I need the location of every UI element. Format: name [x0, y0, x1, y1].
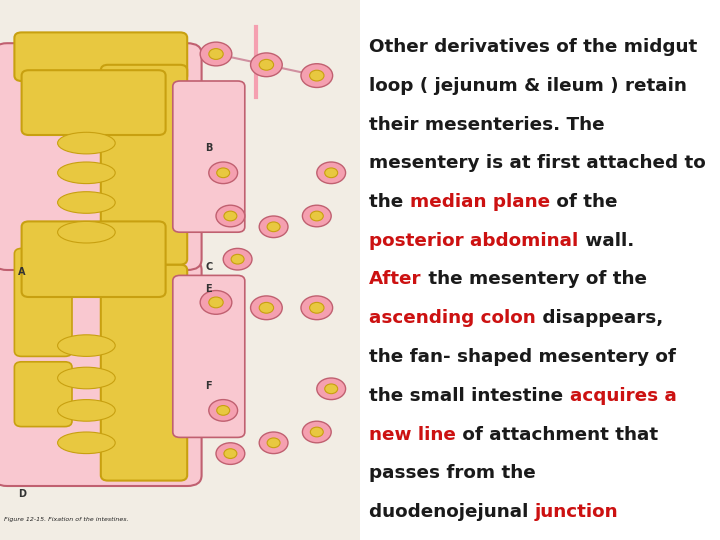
Circle shape: [217, 406, 230, 415]
Text: C: C: [205, 262, 212, 272]
Text: the fan- shaped mesentery of: the fan- shaped mesentery of: [369, 348, 676, 366]
Circle shape: [209, 49, 223, 59]
Text: D: D: [18, 489, 26, 499]
Ellipse shape: [58, 132, 115, 154]
Text: new line: new line: [369, 426, 456, 443]
Text: of attachment that: of attachment that: [456, 426, 658, 443]
Circle shape: [325, 168, 338, 178]
FancyBboxPatch shape: [101, 265, 187, 481]
Ellipse shape: [58, 221, 115, 243]
FancyBboxPatch shape: [14, 32, 187, 81]
Circle shape: [267, 438, 280, 448]
Circle shape: [310, 70, 324, 81]
Circle shape: [223, 248, 252, 270]
FancyBboxPatch shape: [22, 221, 166, 297]
Bar: [360, 0, 720, 540]
Text: disappears,: disappears,: [536, 309, 663, 327]
Circle shape: [217, 168, 230, 178]
Text: A: A: [18, 267, 25, 278]
Circle shape: [302, 421, 331, 443]
Text: B: B: [205, 143, 212, 153]
Ellipse shape: [58, 367, 115, 389]
Text: ascending colon: ascending colon: [369, 309, 536, 327]
Circle shape: [325, 384, 338, 394]
Circle shape: [310, 427, 323, 437]
Text: E: E: [205, 284, 212, 294]
FancyBboxPatch shape: [22, 70, 166, 135]
Circle shape: [200, 291, 232, 314]
Circle shape: [200, 42, 232, 66]
Text: their mesenteries. The: their mesenteries. The: [369, 116, 605, 133]
FancyBboxPatch shape: [0, 43, 202, 270]
Circle shape: [224, 211, 237, 221]
Circle shape: [209, 162, 238, 184]
Circle shape: [259, 59, 274, 70]
Circle shape: [302, 205, 331, 227]
Circle shape: [209, 297, 223, 308]
Circle shape: [251, 53, 282, 77]
Ellipse shape: [58, 162, 115, 184]
Circle shape: [231, 254, 244, 264]
Circle shape: [259, 432, 288, 454]
Text: passes from the: passes from the: [369, 464, 536, 482]
Ellipse shape: [58, 432, 115, 454]
Text: the small intestine: the small intestine: [369, 387, 570, 404]
FancyBboxPatch shape: [0, 259, 202, 486]
Text: F: F: [205, 381, 212, 391]
Ellipse shape: [58, 192, 115, 213]
Text: posterior abdominal: posterior abdominal: [369, 232, 579, 250]
Circle shape: [310, 302, 324, 313]
Text: loop ( jejunum & ileum ) retain: loop ( jejunum & ileum ) retain: [369, 77, 687, 94]
FancyBboxPatch shape: [173, 275, 245, 437]
Circle shape: [301, 64, 333, 87]
Text: duodenojejunal: duodenojejunal: [369, 503, 535, 521]
Ellipse shape: [58, 335, 115, 356]
Circle shape: [259, 216, 288, 238]
Text: acquires a: acquires a: [570, 387, 677, 404]
FancyBboxPatch shape: [14, 248, 72, 356]
Text: junction: junction: [535, 503, 618, 521]
Circle shape: [317, 378, 346, 400]
Text: mesentery is at first attached to: mesentery is at first attached to: [369, 154, 706, 172]
Text: the: the: [369, 193, 410, 211]
Text: median plane: median plane: [410, 193, 550, 211]
Bar: [0, 0, 360, 540]
Circle shape: [216, 205, 245, 227]
Text: the mesentery of the: the mesentery of the: [422, 270, 647, 288]
Circle shape: [317, 162, 346, 184]
Circle shape: [251, 296, 282, 320]
FancyBboxPatch shape: [101, 65, 187, 265]
FancyBboxPatch shape: [14, 362, 72, 427]
Circle shape: [259, 302, 274, 313]
Circle shape: [267, 222, 280, 232]
Text: After: After: [369, 270, 422, 288]
Text: Figure 12-15. Fixation of the intestines.: Figure 12-15. Fixation of the intestines…: [4, 517, 128, 522]
Ellipse shape: [58, 400, 115, 421]
Circle shape: [224, 449, 237, 458]
Circle shape: [209, 400, 238, 421]
FancyBboxPatch shape: [173, 81, 245, 232]
Text: Other derivatives of the midgut: Other derivatives of the midgut: [369, 38, 698, 56]
Circle shape: [216, 443, 245, 464]
Circle shape: [310, 211, 323, 221]
Text: of the: of the: [550, 193, 618, 211]
Circle shape: [301, 296, 333, 320]
Text: wall.: wall.: [579, 232, 634, 250]
